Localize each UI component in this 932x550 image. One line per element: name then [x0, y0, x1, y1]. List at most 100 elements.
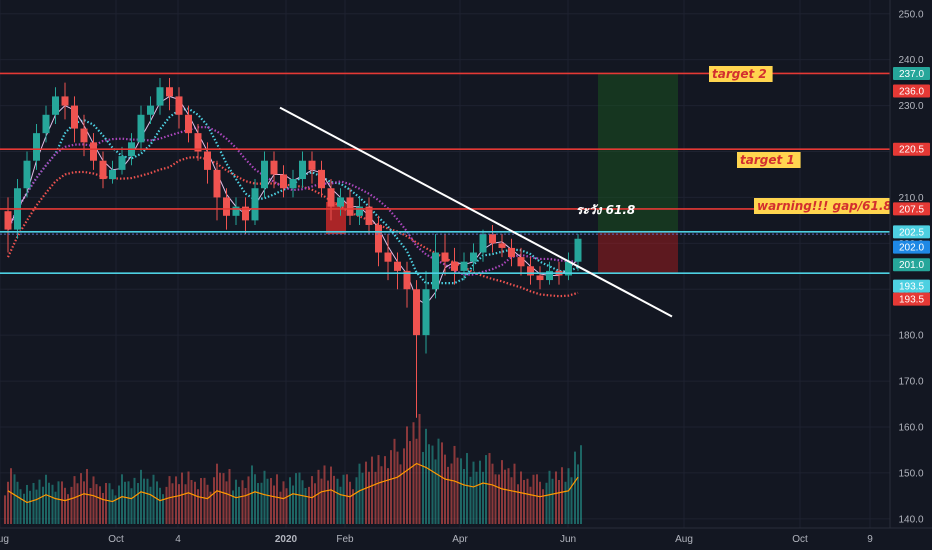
volume-bar: [570, 477, 573, 524]
volume-bar: [475, 471, 478, 524]
volume-bar: [434, 459, 437, 524]
volume-bar: [355, 477, 358, 524]
candle-body: [251, 188, 259, 221]
candle-body: [356, 206, 363, 216]
volume-bar: [19, 489, 22, 524]
volume-bar: [580, 445, 582, 524]
candle-body: [422, 289, 430, 336]
candle-body: [498, 243, 506, 248]
price-tag-label: 193.5: [899, 282, 924, 293]
price-tag-label: 207.5: [899, 204, 924, 215]
volume-bar: [498, 474, 500, 524]
volume-bar: [450, 463, 453, 524]
annotation-box: [754, 198, 897, 214]
volume-bar: [184, 484, 187, 524]
profit-zone: [598, 73, 678, 232]
volume-bar: [507, 468, 510, 524]
candle-body: [166, 87, 173, 97]
candle-body: [365, 206, 373, 225]
volume-bar: [532, 474, 535, 524]
volume-bar: [175, 476, 177, 524]
volume-bar: [80, 473, 82, 524]
volume-bar: [520, 471, 522, 524]
y-tick-label: 230.0: [898, 101, 923, 112]
time-axis[interactable]: Aug Oct 4 2020 Feb Apr Jun Aug Oct 9: [0, 534, 873, 545]
volume-bar: [415, 438, 418, 524]
volume-bar: [149, 486, 152, 524]
candle-body: [565, 261, 572, 276]
price-tag: [893, 84, 930, 98]
volume-bar: [32, 482, 35, 524]
volume-bar: [209, 491, 212, 524]
candle-body: [23, 160, 31, 189]
candle-body: [4, 211, 12, 230]
price-tag: [893, 225, 930, 239]
candle-body: [33, 133, 40, 161]
candle-body: [451, 261, 458, 271]
candle-body: [470, 252, 477, 262]
volume-bar: [317, 469, 320, 524]
candle-body: [574, 238, 582, 262]
volume-bar: [146, 478, 149, 524]
volume-bar: [577, 464, 579, 524]
volume-bar: [133, 477, 136, 524]
volume-bar: [102, 492, 104, 524]
volume-bar: [111, 489, 114, 524]
price-tag-label: 201.0: [899, 260, 924, 271]
volume-bar: [482, 471, 484, 524]
volume-bar: [542, 489, 544, 524]
volume-bar: [298, 472, 301, 524]
candle-body: [80, 128, 88, 143]
volume-bar: [488, 453, 491, 524]
price-tags: 237.0 236.0 220.5 207.5 202.5 202.0 201.0 193.5…: [893, 66, 930, 306]
y-tick-label: 180.0: [898, 331, 923, 342]
price-tag-label: 237.0: [899, 69, 924, 80]
candle-body: [508, 247, 515, 258]
candle-body: [109, 169, 116, 180]
candle-body: [213, 169, 221, 198]
volume-bar: [228, 469, 231, 524]
volume-bar: [390, 450, 392, 524]
volume-bar: [485, 455, 487, 524]
volume-bar: [51, 484, 54, 524]
x-tick-label: Oct: [792, 534, 808, 545]
volume-bar: [73, 476, 76, 524]
volume-bar: [396, 451, 399, 524]
volume-bar: [247, 476, 250, 524]
volume-bar: [13, 474, 16, 524]
volume-bar: [422, 451, 424, 524]
volume-bar: [95, 484, 98, 524]
volume-bar: [339, 486, 342, 524]
candle-body: [270, 160, 278, 175]
volume-bar: [377, 455, 380, 524]
volume-bar: [76, 483, 79, 524]
volume-bar: [472, 461, 475, 524]
candle-body: [375, 224, 382, 253]
candle-body: [156, 87, 164, 106]
volume-bar: [187, 471, 190, 524]
horizontal-levels[interactable]: [0, 72, 890, 274]
candle-body: [99, 160, 107, 180]
volume-bar: [7, 481, 9, 524]
volume-bar: [384, 456, 386, 524]
x-tick-label: Aug: [675, 534, 693, 545]
trendline[interactable]: [279, 106, 673, 318]
volume-bar: [156, 481, 158, 524]
annotation-box: [737, 152, 801, 168]
candle-body: [536, 275, 544, 281]
volume-bar: [346, 474, 348, 524]
volume-bar: [292, 485, 294, 524]
volume-bar: [517, 484, 519, 524]
volume-bar: [333, 475, 335, 524]
volume-bar: [266, 478, 269, 524]
candle-body: [384, 252, 392, 262]
volume-bar: [251, 465, 253, 524]
volume-bar: [311, 476, 313, 524]
volume-bar: [143, 478, 145, 524]
candle-body: [137, 114, 145, 143]
volume-bar: [232, 490, 234, 524]
loss-zone: [598, 231, 678, 274]
candle-body: [147, 105, 154, 115]
candle-body: [318, 169, 325, 189]
